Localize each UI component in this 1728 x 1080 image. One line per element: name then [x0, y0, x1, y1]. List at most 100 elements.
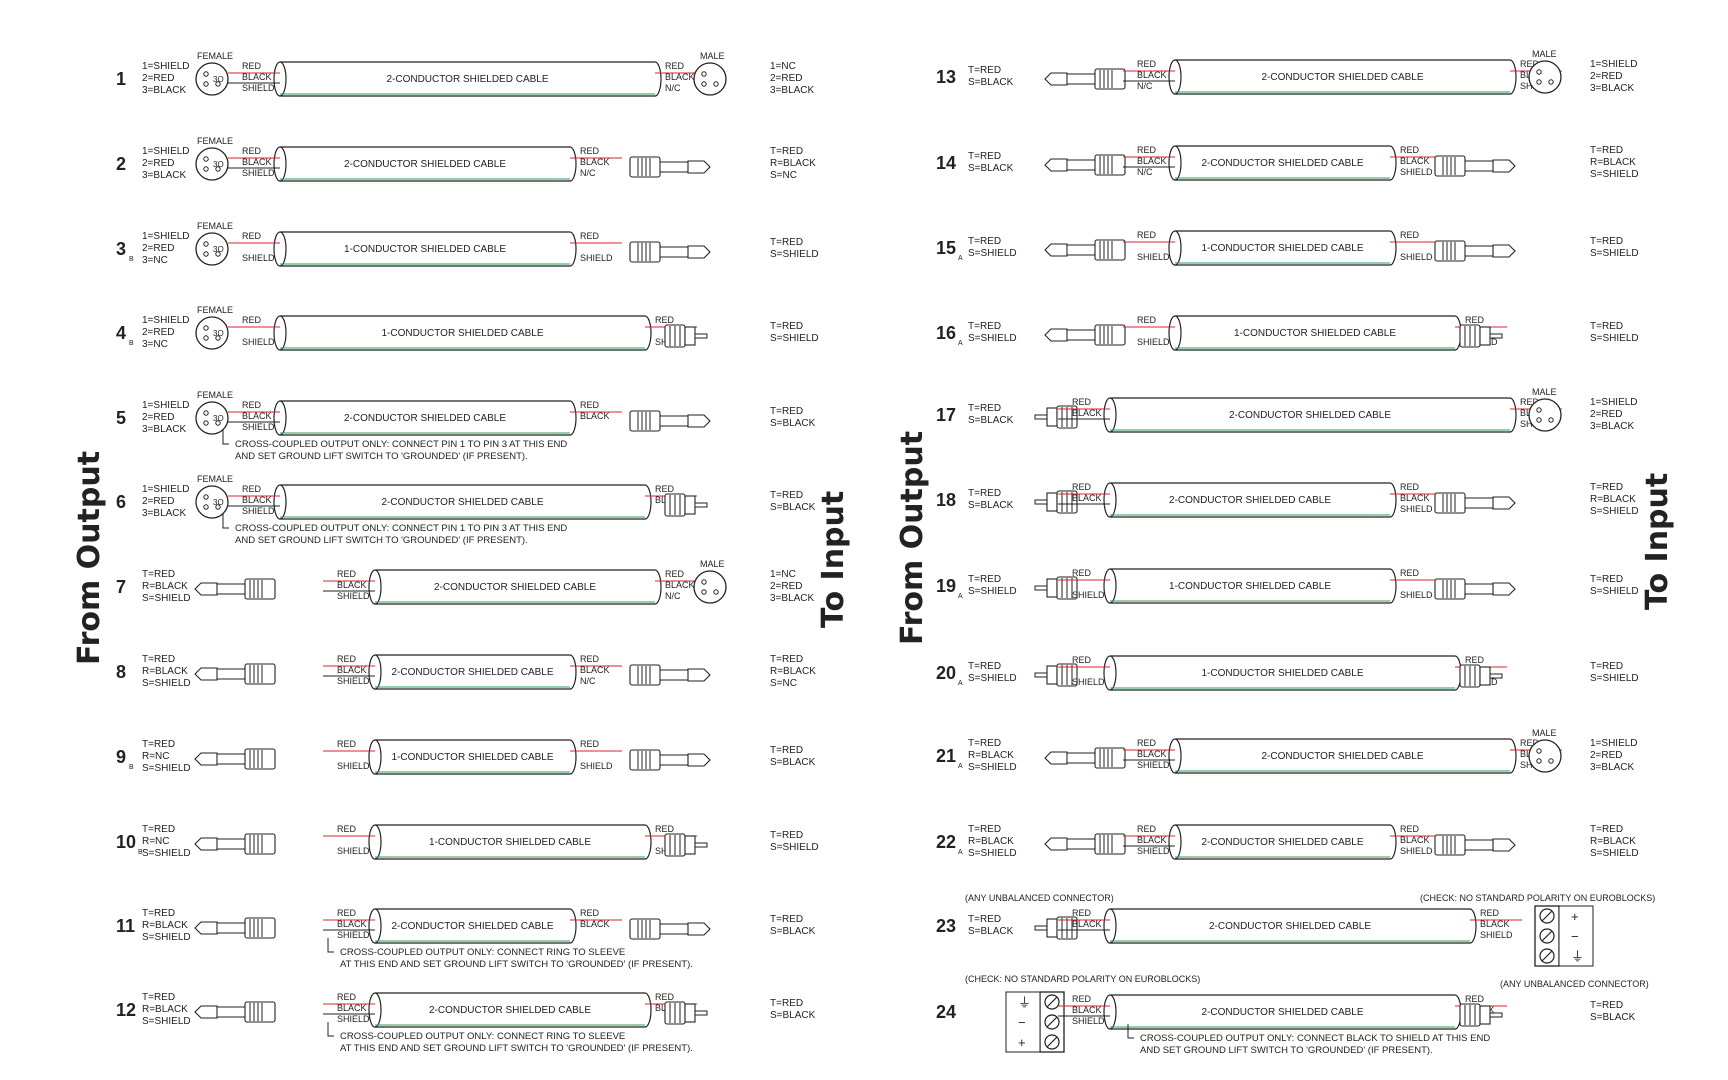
euroblock-polarity-mark: +	[1018, 1035, 1026, 1050]
phone-plug-handle-icon	[244, 748, 276, 770]
right-connector-title: (CHECK: NO STANDARD POLARITY ON EUROBLOC…	[1420, 893, 1655, 903]
right-wire-label: RED	[1465, 655, 1485, 665]
cable-label: 2-CONDUCTOR SHIELDED CABLE	[1209, 921, 1371, 932]
diagram-number: 15	[936, 238, 956, 258]
right-pin-assignment: R=BLACK	[1590, 494, 1636, 505]
right-pin-assignment: 2=RED	[1590, 750, 1623, 761]
rca-shell-icon	[1046, 407, 1058, 427]
xlr-pin-icon	[1548, 79, 1554, 85]
right-pin-assignment: 3=BLACK	[1590, 83, 1635, 94]
left-wire-label: RED	[242, 146, 262, 156]
diagram-number: 16	[936, 323, 956, 343]
right-pin-assignment: R=BLACK	[770, 666, 816, 677]
xlr-pin-icon	[701, 81, 707, 87]
cable-end-right	[644, 824, 652, 860]
left-wire-label: BLACK	[242, 72, 272, 82]
right-pin-assignment: R=BLACK	[1590, 836, 1636, 847]
euroblock-screw-slot	[1541, 930, 1553, 942]
phone-plug-handle-icon	[244, 833, 276, 855]
left-wire-label: SHIELD	[337, 761, 370, 771]
left-wire-label: BLACK	[337, 919, 367, 929]
left-wire-label: SHIELD	[1072, 677, 1105, 687]
rca-pin-icon	[694, 333, 708, 339]
left-pin-assignment: S=BLACK	[968, 163, 1014, 174]
cable-end-right	[569, 400, 577, 436]
left-wire-label: SHIELD	[242, 253, 275, 263]
cross-coupled-note: CROSS-COUPLED OUTPUT ONLY: CONNECT BLACK…	[1140, 1033, 1490, 1044]
right-pin-assignment: T=RED	[770, 830, 803, 841]
left-wire-label: BLACK	[1137, 835, 1167, 845]
right-wire-label: RED	[655, 315, 675, 325]
xlr-female-icon	[195, 232, 229, 266]
left-pin-assignment: T=RED	[142, 824, 175, 835]
cable-end-left	[368, 654, 382, 690]
xlr-female-icon	[195, 485, 229, 519]
xlr-female-icon	[195, 401, 229, 435]
xlr-pin-icon	[215, 251, 221, 257]
left-wire-label: RED	[337, 739, 357, 749]
right-pin-assignment: R=BLACK	[1590, 157, 1636, 168]
cable-label: 2-CONDUCTOR SHIELDED CABLE	[391, 921, 553, 932]
diagram-number: 22	[936, 832, 956, 852]
xlr-pin-icon	[203, 410, 209, 416]
left-pin-assignment: S=SHIELD	[968, 673, 1017, 684]
left-pin-assignment: S=BLACK	[968, 415, 1014, 426]
xlr-male-icon	[693, 570, 727, 604]
diagram-number: 1	[116, 69, 126, 89]
right-wire-label: RED	[655, 484, 675, 494]
left-pin-assignment: 1=SHIELD	[142, 146, 190, 157]
wiring-diagram-24: 24 ⏚ − + (CHECK: NO STANDARD POLARITY ON EUR…	[936, 974, 1649, 1056]
rca-shell-icon	[684, 326, 696, 346]
right-wire-label: RED	[1465, 315, 1485, 325]
right-pin-assignment: S=BLACK	[770, 926, 816, 937]
note-leader-line	[222, 430, 229, 445]
left-wire-label: RED	[1137, 315, 1157, 325]
xlr-pin-numbers: 3O	[213, 75, 224, 84]
right-wire-label: SHIELD	[1400, 252, 1433, 262]
left-pin-assignment: R=BLACK	[142, 581, 188, 592]
left-pin-assignment: S=SHIELD	[968, 848, 1017, 859]
phone-plug-handle-icon	[1094, 833, 1126, 855]
right-wire-label: BLACK	[1400, 156, 1430, 166]
right-connector-title: MALE	[1532, 728, 1557, 738]
left-wire-label: RED	[1072, 655, 1092, 665]
cable-label: 1-CONDUCTOR SHIELDED CABLE	[391, 752, 553, 763]
xlr-pin-icon	[1536, 69, 1542, 75]
left-pin-assignment: 1=SHIELD	[142, 315, 190, 326]
right-pin-assignment: 3=BLACK	[770, 593, 815, 604]
right-pin-assignment: 1=SHIELD	[1590, 397, 1638, 408]
cable-end-right	[644, 484, 652, 520]
left-wire-label: RED	[242, 315, 262, 325]
right-wire-label: RED	[1400, 482, 1420, 492]
cable-label: 1-CONDUCTOR SHIELDED CABLE	[344, 244, 506, 255]
cable-end-left	[1168, 145, 1182, 181]
right-pin-assignment: S=SHIELD	[1590, 586, 1639, 597]
right-pin-assignment: S=BLACK	[1590, 1012, 1636, 1023]
rca-shell-icon	[684, 495, 696, 515]
right-pin-assignment: T=RED	[770, 745, 803, 756]
left-wire-label: BLACK	[1072, 408, 1102, 418]
note-leader-line	[327, 938, 334, 953]
right-pin-assignment: T=RED	[770, 406, 803, 417]
left-pin-assignment: S=SHIELD	[968, 333, 1017, 344]
phone-plug-tip-icon	[194, 837, 218, 851]
note-leader-line	[222, 514, 229, 529]
left-pin-assignment: T=RED	[968, 661, 1001, 672]
xlr-pin-icon	[215, 420, 221, 426]
left-pin-assignment: 2=RED	[142, 158, 175, 169]
left-pin-assignment: S=SHIELD	[142, 848, 191, 859]
left-pin-assignment: 3=BLACK	[142, 85, 187, 96]
left-pin-assignment: S=SHIELD	[142, 932, 191, 943]
diagram-number: 11	[116, 916, 135, 936]
left-wire-label: BLACK	[1072, 493, 1102, 503]
left-pin-assignment: T=RED	[968, 914, 1001, 925]
right-wire-label: RED	[580, 908, 600, 918]
phone-plug-sleeve-icon	[1464, 497, 1494, 509]
left-wire-label: SHIELD	[1072, 590, 1105, 600]
phone-plug-handle-icon	[244, 917, 276, 939]
phone-plug-sleeve-icon	[1066, 329, 1096, 341]
diagram-note-letter: A	[958, 763, 963, 770]
